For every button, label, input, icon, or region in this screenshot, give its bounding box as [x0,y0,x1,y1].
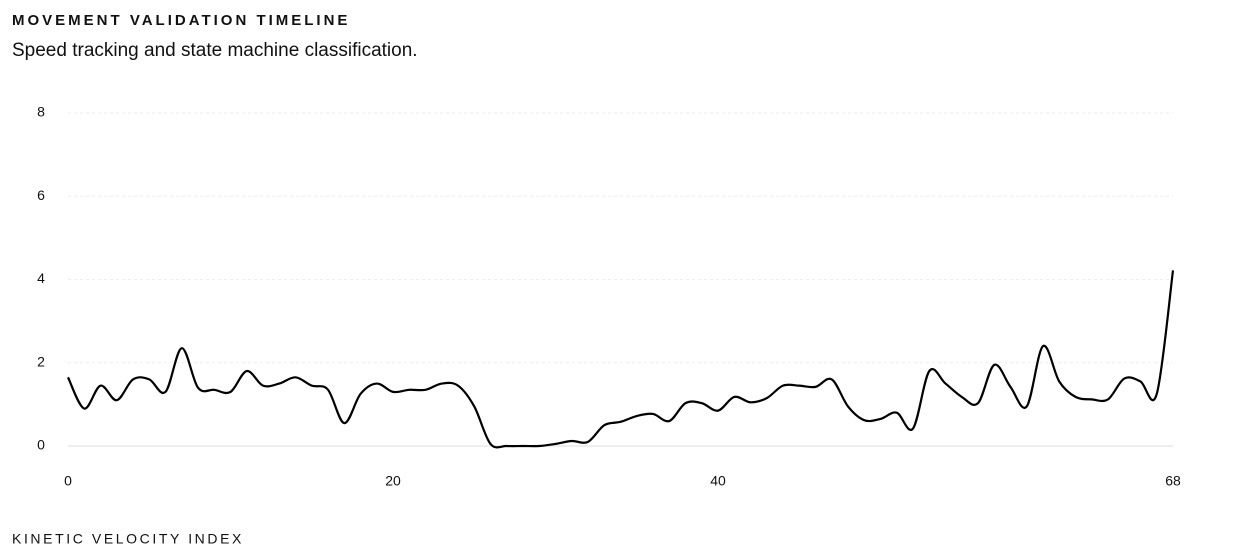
y-tick-label: 4 [37,270,45,286]
x-tick-label: 20 [385,473,401,489]
line [67,270,1175,449]
y-tick-label: 2 [37,353,45,369]
chart-subtitle: Speed tracking and state machine classif… [12,40,418,61]
x-axis-label: KINETIC VELOCITY INDEX [12,531,244,547]
x-tick-label: 68 [1165,473,1181,489]
y-tick-label: 0 [37,437,45,453]
x-tick-label: 40 [710,473,726,489]
chart-title: MOVEMENT VALIDATION TIMELINE [12,12,350,29]
y-tick-label: 6 [37,187,45,203]
y-tick-label: 8 [37,104,45,120]
x-tick-label: 0 [64,473,72,489]
